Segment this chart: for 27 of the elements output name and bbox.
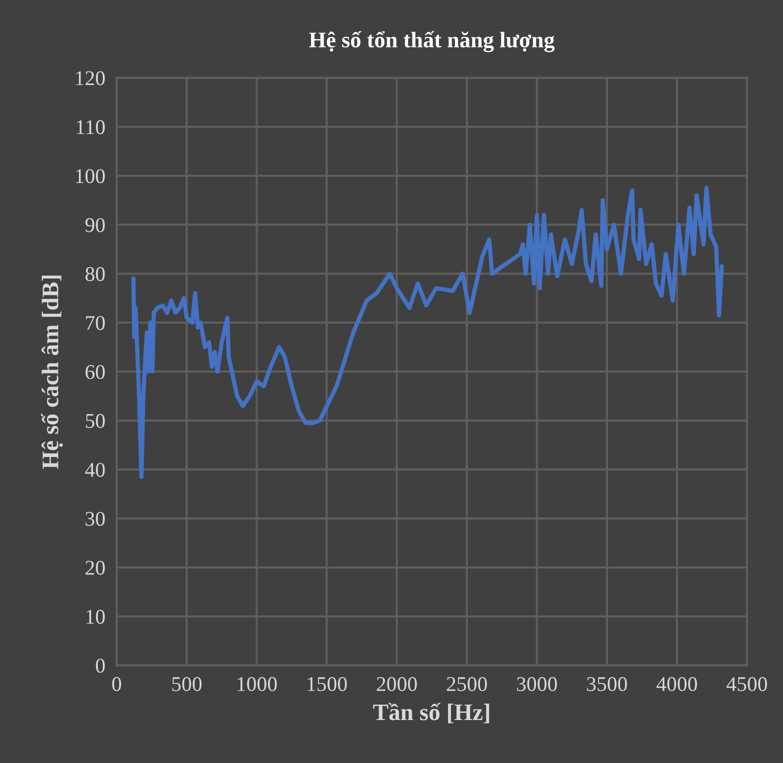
y-tick-label: 100 (76, 169, 105, 184)
y-tick-label: 20 (86, 560, 105, 575)
y-tick-label: 60 (86, 364, 105, 380)
y-axis-title: Hệ số cách âm [dB] (40, 276, 63, 469)
x-axis-title: Tần số [Hz] (373, 702, 490, 724)
chart-title: Hệ số tổn thất năng lượng (309, 31, 555, 52)
x-tick-label: 3000 (517, 677, 557, 692)
y-tick-label: 70 (86, 316, 105, 330)
y-tick-label: 90 (85, 218, 105, 232)
x-tick-label: 4500 (726, 677, 768, 692)
x-tick-label: 2500 (446, 677, 487, 692)
y-tick-label: 80 (86, 267, 105, 282)
y-tick-label: 120 (76, 71, 105, 86)
y-tick-label: 10 (86, 610, 105, 624)
x-tick-label: 1000 (238, 677, 277, 692)
y-tick-label: 30 (86, 512, 105, 526)
x-tick-label: 4000 (656, 677, 697, 692)
x-tick-label: 2000 (376, 677, 417, 692)
y-tick-label: 110 (76, 120, 105, 134)
x-tick-label: 0 (112, 677, 122, 692)
x-tick-label: 500 (172, 677, 202, 692)
line-series (131, 186, 724, 479)
y-tick-label: 40 (85, 462, 105, 477)
x-tick-label: 1500 (308, 677, 347, 692)
y-tick-label: 0 (96, 658, 105, 673)
x-tick-label: 3500 (587, 677, 627, 692)
y-tick-label: 50 (86, 414, 105, 428)
